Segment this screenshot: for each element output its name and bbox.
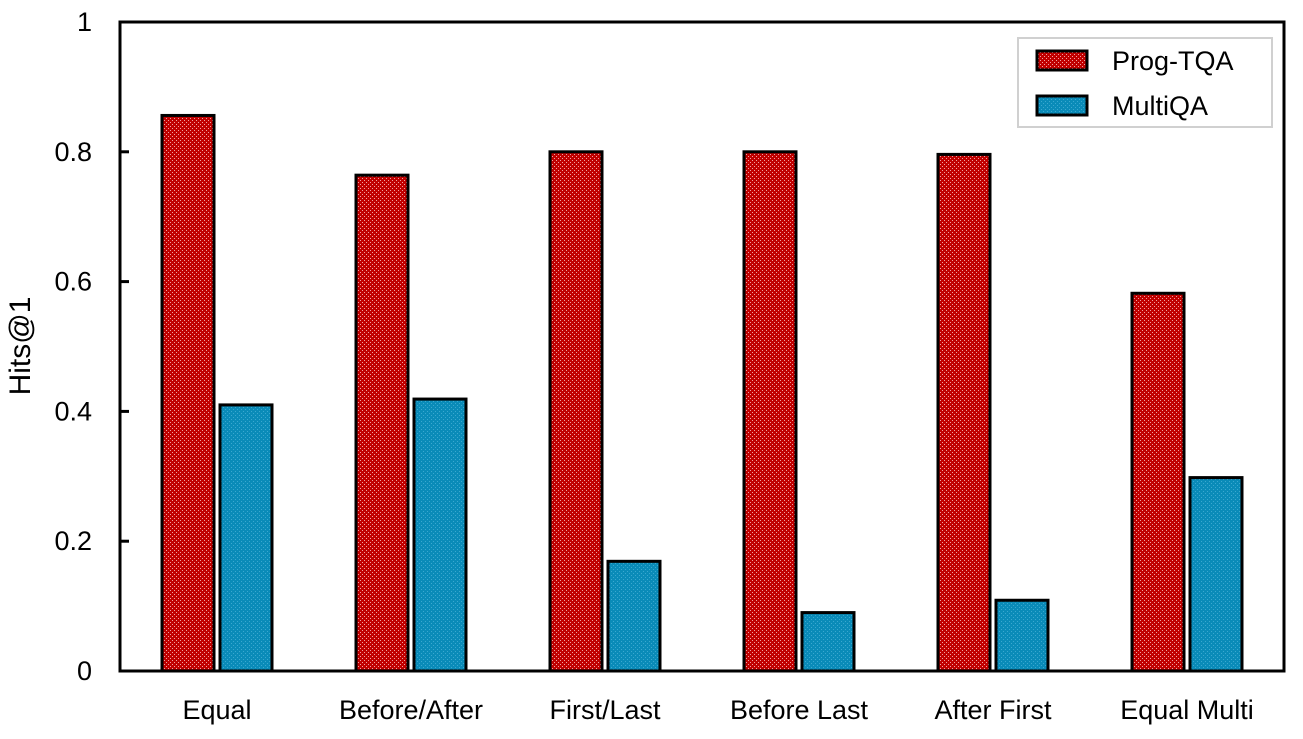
y-axis-ticks: 0 0.2 0.4 0.6 0.8 1	[54, 7, 129, 686]
x-axis-categories: Equal Before/After First/Last Before Last Af…	[182, 695, 1253, 725]
bar-multiqa-before-last	[800, 611, 856, 673]
bar-multiqa-equal-multi	[1188, 476, 1244, 673]
bar-prog-tqa-after-first	[936, 152, 992, 673]
plot-area-frame	[118, 20, 1286, 673]
y-tick-label: 0.4	[54, 396, 92, 426]
bar-prog-tqa-equal	[160, 113, 216, 673]
legend-swatch-multiqa	[1035, 94, 1089, 117]
x-category-label-after-first: After First	[934, 695, 1052, 725]
y-tick-label: 1	[77, 7, 92, 37]
bar-prog-tqa-before-after	[354, 173, 410, 673]
x-category-label-equal: Equal	[182, 695, 251, 725]
legend-swatch-prog-tqa	[1035, 49, 1089, 72]
bar-multiqa-first-last	[606, 559, 662, 673]
x-category-label-before-last: Before Last	[730, 695, 869, 725]
bar-prog-tqa-before-last	[742, 150, 798, 673]
y-tick-label: 0.2	[54, 526, 92, 556]
y-axis-title: Hits@1	[4, 297, 37, 396]
legend-label-multiqa: MultiQA	[1112, 91, 1208, 121]
y-tick-label: 0	[77, 656, 92, 686]
bar-multiqa-after-first	[994, 598, 1050, 673]
x-category-label-equal-multi: Equal Multi	[1120, 695, 1254, 725]
bar-multiqa-before-after	[412, 397, 468, 673]
y-tick-label: 0.6	[54, 267, 92, 297]
legend-label-prog-tqa: Prog-TQA	[1112, 46, 1234, 76]
bar-prog-tqa-equal-multi	[1130, 291, 1186, 673]
legend: Prog-TQA MultiQA	[1017, 37, 1273, 128]
x-category-label-first-last: First/Last	[549, 695, 661, 725]
y-tick-label: 0.8	[54, 137, 92, 167]
x-category-label-before-after: Before/After	[339, 695, 483, 725]
bars-layer	[160, 113, 1244, 673]
bar-prog-tqa-first-last	[548, 150, 604, 673]
bar-multiqa-equal	[218, 403, 274, 673]
